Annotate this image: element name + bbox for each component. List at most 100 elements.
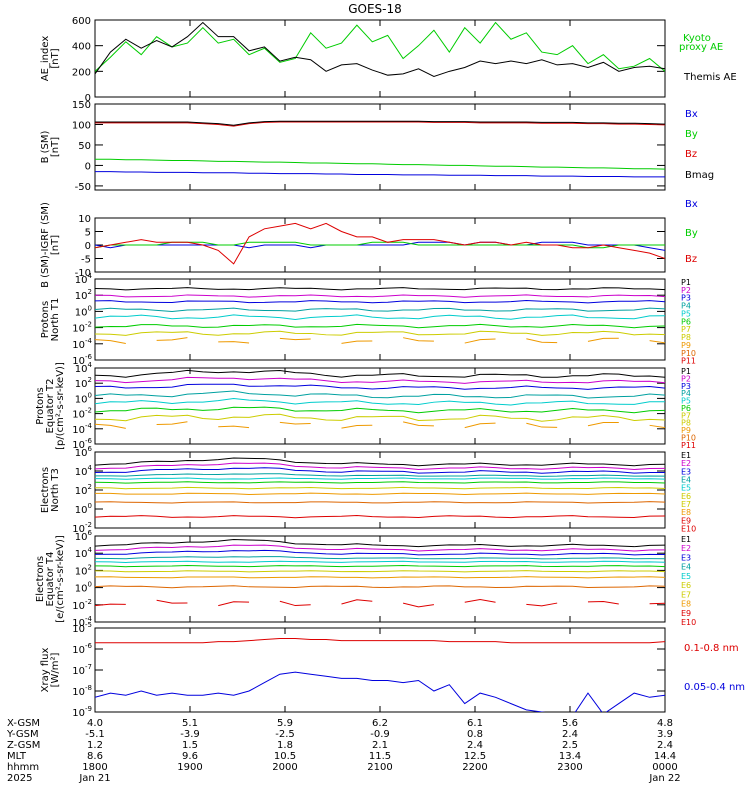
legend-entry: P11 (681, 357, 696, 366)
series-line (95, 467, 665, 474)
legend-entry: P8 (681, 419, 691, 428)
x-axis-value: 4.0 (87, 718, 103, 729)
legend-entry: E8 (681, 508, 691, 517)
y-axis-label: Equator T4 (45, 552, 56, 607)
series-line (95, 544, 665, 552)
x-axis-value: 10.5 (274, 751, 296, 762)
series-line (95, 376, 665, 384)
y-axis-label: North T3 (50, 468, 61, 512)
series-line (95, 671, 665, 712)
legend-entry: E9 (681, 609, 691, 618)
x-axis-value: 8.6 (87, 751, 103, 762)
legend-entry: P1 (681, 278, 691, 287)
y-tick-label: 10-2 (72, 521, 92, 535)
y-tick-label: 50 (78, 141, 91, 152)
y-tick-label: 10-6 (72, 437, 92, 451)
x-axis-row-label: 2025 (7, 773, 32, 784)
series-line (95, 492, 665, 495)
y-tick-label: 102 (75, 376, 92, 390)
y-tick-label: 102 (75, 288, 92, 302)
series-line (95, 406, 665, 414)
x-axis-value: 1900 (177, 762, 202, 773)
legend-entry: E8 (681, 600, 691, 609)
x-axis-row-label: hhmm (7, 762, 39, 773)
y-tick-label: -5 (81, 255, 91, 266)
legend-entry: E3 (681, 467, 691, 476)
legend-entry: P5 (681, 309, 691, 318)
legend-entry: E3 (681, 553, 691, 562)
x-axis-value: 2200 (462, 762, 487, 773)
legend-entry: E10 (681, 618, 696, 627)
y-tick-label: 104 (75, 464, 93, 478)
y-tick-label: 400 (72, 42, 91, 53)
series-line (95, 158, 665, 170)
x-axis-value: -0.9 (370, 729, 390, 740)
x-axis-value: -2.5 (275, 729, 295, 740)
series-line (95, 481, 665, 484)
legend-entry: P6 (681, 317, 691, 326)
legend-entry: P1 (681, 367, 691, 376)
y-axis-label: North T1 (50, 298, 61, 342)
x-axis-value: 2.4 (467, 740, 483, 751)
y-axis-label: [nT] (50, 235, 61, 255)
series-line (95, 556, 665, 560)
y-tick-label: -50 (75, 182, 91, 193)
legend-entry: P3 (681, 294, 691, 303)
legend-entry: P10 (681, 433, 696, 442)
legend-entry: E1 (681, 451, 691, 460)
y-tick-label: 10-7 (72, 663, 92, 677)
y-tick-label: 10-4 (72, 422, 92, 436)
legend-entry: P8 (681, 333, 691, 342)
series-line (95, 222, 665, 265)
series-line (95, 539, 665, 548)
y-tick-label: 106 (75, 529, 93, 543)
legend-entry: P2 (681, 286, 691, 295)
legend-entry: Bmag (685, 170, 714, 181)
series-line (95, 398, 665, 406)
series-line (95, 515, 665, 519)
series-line (95, 564, 665, 568)
series-line (95, 369, 665, 378)
x-axis-value: 2000 (272, 762, 297, 773)
x-axis-value: 1.2 (87, 740, 103, 751)
chart-title: GOES-18 (348, 2, 402, 16)
y-tick-label: 10-9 (72, 705, 92, 719)
series-line (95, 383, 665, 390)
y-axis-label: Electrons (40, 467, 51, 513)
y-tick-label: 0 (85, 93, 91, 104)
y-axis-label: [nT] (50, 48, 61, 68)
legend-entry: E7 (681, 590, 691, 599)
legend-entry: E5 (681, 572, 691, 581)
y-tick-label: 10-6 (72, 642, 92, 656)
panel-frame (94, 278, 666, 361)
legend-entry: Bx (685, 199, 698, 210)
series-line (95, 599, 665, 608)
legend-entry: Bz (685, 149, 697, 160)
legend-entry: P9 (681, 426, 691, 435)
series-line (95, 486, 665, 490)
series-line (95, 501, 665, 504)
series-line (95, 421, 665, 429)
y-axis-label: B (SM)-IGRF (SM) (40, 202, 51, 288)
x-axis-value: 2.5 (562, 740, 578, 751)
legend-entry: P4 (681, 389, 691, 398)
y-tick-label: 100 (75, 581, 92, 595)
legend-entry: P4 (681, 302, 691, 311)
x-axis-value: 5.1 (182, 718, 198, 729)
y-tick-label: 104 (75, 546, 93, 560)
y-tick-label: -10 (75, 268, 91, 279)
series-line (95, 300, 665, 304)
series-line (95, 390, 665, 399)
legend-entry: P10 (681, 349, 696, 358)
panel-frame (94, 103, 666, 191)
legend-entry: E4 (681, 563, 691, 572)
y-tick-label: 0 (85, 241, 91, 252)
legend-entry: E5 (681, 484, 691, 493)
series-line (95, 330, 665, 336)
y-tick-label: 10-4 (72, 337, 92, 351)
series-line (95, 121, 665, 127)
series-line (95, 294, 665, 298)
x-axis-value: 4.8 (657, 718, 673, 729)
series-line (95, 477, 665, 480)
